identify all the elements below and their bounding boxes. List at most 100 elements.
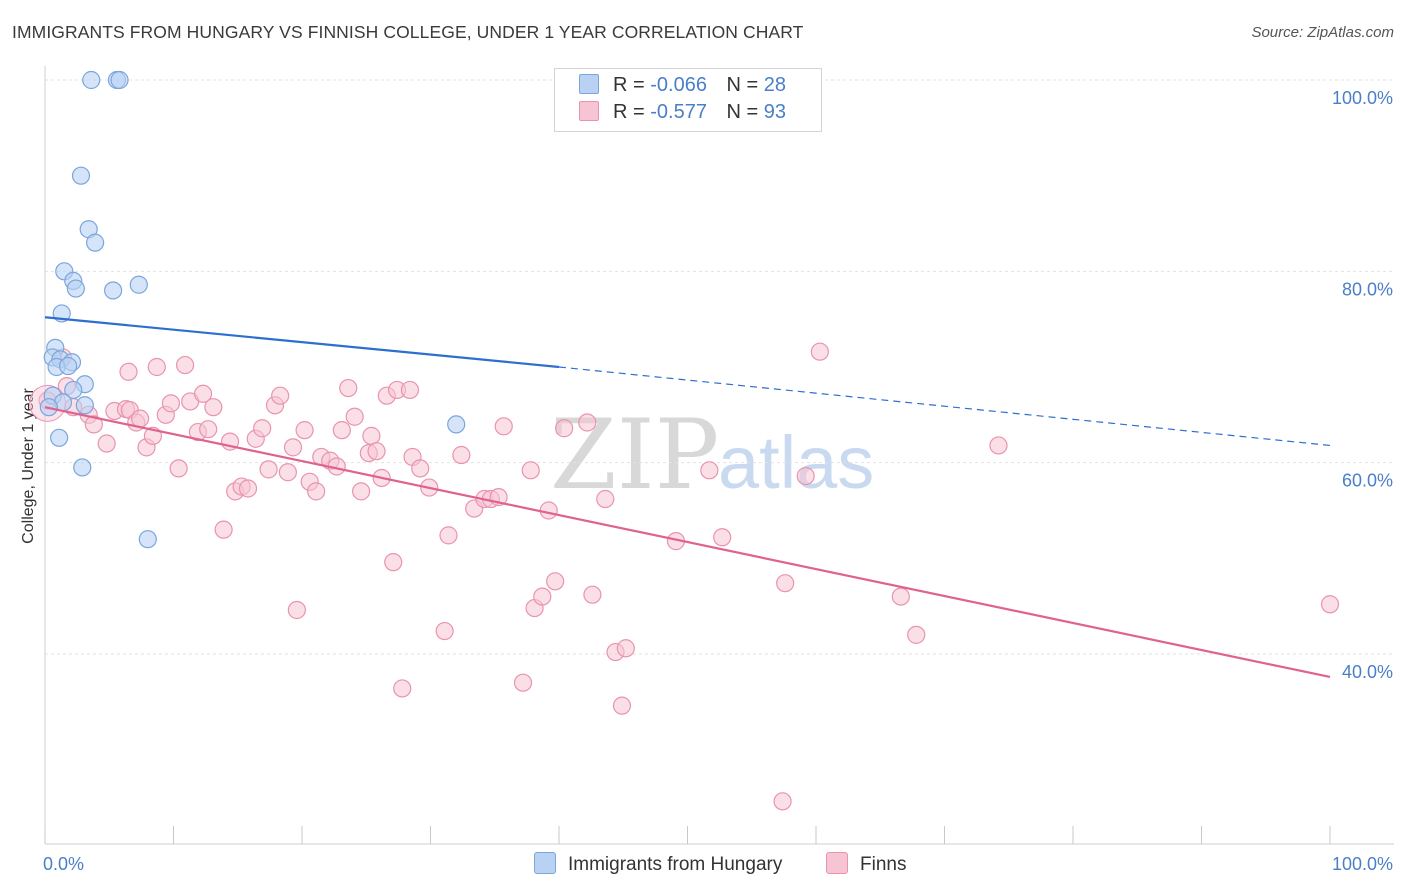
trend-line-finns [44,406,1331,679]
legend-swatch-pink [579,101,599,121]
point-finns [513,673,533,692]
axes [44,66,1394,845]
point-finns [283,438,303,457]
bottom-legend-finns: Finns [826,852,906,876]
point-finns [97,434,116,453]
point-finns [891,587,910,606]
point-finns [352,482,371,501]
bottom-legend-hungary: Immigrants from Hungary [534,852,782,876]
point-finns [393,679,412,698]
point-finns [555,419,574,438]
legend-n-label: N = [726,101,759,123]
point-hungary [59,356,78,376]
point-finns [583,585,602,604]
bottom-legend-label-hungary: Immigrants from Hungary [568,854,783,875]
legend-row-hungary: R = -0.066 N = 28 [579,74,786,100]
point-finns [384,553,403,572]
point-hungary [75,396,94,415]
point-finns [259,460,278,479]
point-hungary [64,380,83,400]
y-tick-label: 60.0% [1342,471,1393,491]
y-tick-label: 80.0% [1342,279,1393,299]
point-finns [253,419,272,438]
point-hungary [66,279,85,298]
point-hungary [50,428,69,447]
point-finns [776,574,795,593]
point-finns [339,378,358,398]
series-hungary [39,70,466,549]
point-finns [796,466,815,486]
trend-line-hungary-dashed [558,366,1331,447]
point-finns [596,489,615,509]
point-finns [295,421,314,440]
point-hungary [110,70,129,90]
y-tick-label: 40.0% [1342,662,1393,682]
trend-lines [44,316,1331,679]
point-finns [332,421,351,440]
point-finns [773,792,792,811]
y-tick-labels: 40.0% 60.0% 80.0% 100.0% [1332,88,1393,682]
point-finns [439,526,458,545]
point-finns [175,355,195,375]
bottom-legend-swatch-blue [534,852,556,874]
point-finns [907,625,926,644]
bottom-legend-swatch-pink [826,852,848,874]
point-finns [452,445,471,465]
legend-n-value: 93 [763,101,787,123]
point-hungary [447,415,466,434]
point-finns [810,342,829,361]
point-finns [199,420,218,439]
legend-r-value: -0.066 [650,74,707,96]
grid-lines [45,79,1394,655]
point-hungary [82,70,101,90]
point-finns [612,696,632,715]
point-finns [287,600,306,620]
point-finns [494,417,513,436]
legend-n-label: N = [726,74,759,96]
point-finns [193,384,213,403]
point-finns [161,394,181,413]
watermark: ZIP atlas [550,399,874,511]
point-finns [307,482,326,501]
point-finns [271,386,290,405]
point-finns [1320,595,1340,614]
x-tick-label-end: 100.0% [1332,854,1393,874]
point-hungary [86,233,105,252]
point-finns [616,639,635,658]
point-finns [214,520,233,539]
point-hungary [129,275,148,294]
point-finns [546,572,565,591]
point-finns [169,459,188,478]
legend-r-value: -0.577 [650,101,707,123]
point-hungary [104,281,123,300]
point-hungary [73,458,92,477]
stats-legend: R = -0.066 N = 28 R = -0.577 N = 93 [554,68,822,132]
point-finns [411,459,430,478]
bottom-legend-label-finns: Finns [860,854,907,875]
point-finns [345,407,364,426]
point-finns [119,362,138,381]
point-finns [989,436,1008,455]
x-tick-label-start: 0.0% [43,854,84,874]
point-finns [400,380,420,400]
y-axis-label: College, Under 1 year [20,388,37,544]
point-finns [367,442,386,461]
point-finns [84,415,103,434]
point-hungary [138,530,157,549]
point-finns [238,479,258,498]
point-finns [147,357,166,377]
point-finns [362,426,381,445]
chart-title: IMMIGRANTS FROM HUNGARY VS FINNISH COLLE… [12,22,804,42]
legend-row-finns: R = -0.577 N = 93 [579,101,786,127]
point-finns [521,461,540,480]
point-hungary [71,166,91,185]
point-finns [539,501,558,520]
source-credit: Source: ZipAtlas.com [1251,24,1394,41]
x-tick-labels: 0.0% 100.0% [43,854,1393,874]
point-finns [278,463,297,482]
legend-r-label: R = [613,101,645,123]
point-finns [435,621,454,641]
point-finns [578,413,597,432]
point-finns [130,409,150,428]
